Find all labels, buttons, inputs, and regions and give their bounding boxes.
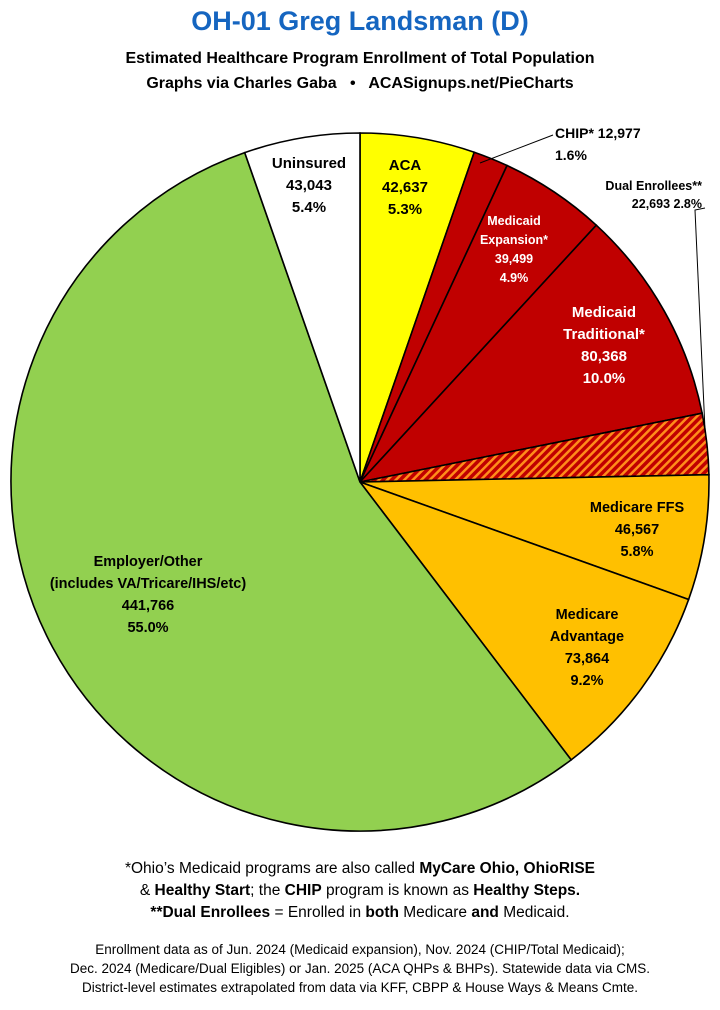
note-bold: and <box>471 904 499 921</box>
pie-chart: ACA 42,637 5.3% CHIP* 12,977 1.6% Medicaid Exp… <box>10 125 710 832</box>
note-bold: both <box>365 904 399 921</box>
note-bold: **Dual Enrollees <box>150 904 271 921</box>
label-line: Advantage <box>550 629 624 645</box>
label-line: 55.0% <box>127 620 168 636</box>
slice-employer-other <box>10 151 573 832</box>
footnote-dual-enrollees: **Dual Enrollees = Enrolled in both Medi… <box>0 902 720 924</box>
label-dual-enrollees: Dual Enrollees** 22,693 2.8% <box>605 179 702 211</box>
label-line: ACA <box>389 157 422 174</box>
label-line: Dual Enrollees** <box>605 179 702 193</box>
label-medicare-advantage: Medicare Advantage 73,864 9.2% <box>550 607 624 689</box>
label-line: 22,693 2.8% <box>632 197 702 211</box>
source-notes: Enrollment data as of Jun. 2024 (Medicai… <box>0 940 720 997</box>
note-text: = Enrolled in <box>270 904 366 921</box>
label-line: 46,567 <box>615 522 659 538</box>
note-text: program is known as <box>321 882 474 899</box>
label-line: 5.3% <box>388 201 422 218</box>
label-medicare-ffs: Medicare FFS 46,567 5.8% <box>590 500 685 560</box>
label-uninsured: Uninsured 43,043 5.4% <box>272 155 346 216</box>
note-text: ; the <box>250 882 285 899</box>
label-line: Medicaid <box>487 214 541 228</box>
label-line: Traditional* <box>563 326 645 343</box>
slice-medicare-ffs <box>359 473 710 601</box>
page-title: OH-01 Greg Landsman (D) <box>191 6 529 36</box>
label-line: 39,499 <box>495 252 533 266</box>
credit-line: Graphs via Charles Gaba • ACASignups.net… <box>146 75 574 92</box>
source-line: Enrollment data as of Jun. 2024 (Medicai… <box>95 942 625 957</box>
label-line: 43,043 <box>286 177 332 194</box>
label-line: 5.4% <box>292 199 326 216</box>
label-line: Medicare <box>556 607 619 623</box>
label-line: Medicare FFS <box>590 500 685 516</box>
note-bold: Healthy Start <box>154 882 251 899</box>
label-line: 42,637 <box>382 179 428 196</box>
label-line: CHIP* 12,977 <box>555 125 641 141</box>
label-line: 10.0% <box>583 370 626 387</box>
note-bold: MyCare Ohio, OhioRISE <box>419 860 596 877</box>
label-chip: CHIP* 12,977 1.6% <box>555 125 641 163</box>
note-text: Medicaid. <box>498 904 570 921</box>
label-aca: ACA 42,637 5.3% <box>382 157 428 218</box>
subtitle: Estimated Healthcare Program Enrollment … <box>125 50 595 67</box>
note-bold: Healthy Steps. <box>473 882 581 899</box>
footnote-medicaid-names: *Ohio’s Medicaid programs are also calle… <box>0 858 720 880</box>
label-line: Uninsured <box>272 155 346 172</box>
label-line: Employer/Other <box>94 554 203 570</box>
slice-uninsured <box>243 132 361 483</box>
source-line: District-level estimates extrapolated fr… <box>82 980 638 995</box>
slice-medicare-advantage <box>357 480 690 761</box>
source-line: Dec. 2024 (Medicare/Dual Eligibles) or J… <box>70 961 650 976</box>
label-medicaid-expansion: Medicaid Expansion* 39,499 4.9% <box>480 214 548 285</box>
label-line: 5.8% <box>620 544 653 560</box>
label-medicaid-traditional: Medicaid Traditional* 80,368 10.0% <box>563 304 645 387</box>
label-line: (includes VA/Tricare/IHS/etc) <box>50 576 247 592</box>
leader-line-chip <box>479 134 554 164</box>
label-line: 441,766 <box>122 598 174 614</box>
leader-line-dual-enrollees <box>694 207 706 431</box>
footnote-chip-names: & Healthy Start; the CHIP program is kno… <box>0 880 720 902</box>
label-line: 9.2% <box>570 673 603 689</box>
label-line: 73,864 <box>565 651 609 667</box>
note-text: *Ohio’s Medicaid programs are also calle… <box>124 860 420 877</box>
label-employer-other: Employer/Other (includes VA/Tricare/IHS/e… <box>50 554 247 636</box>
label-line: 80,368 <box>581 348 627 365</box>
label-line: 4.9% <box>500 271 529 285</box>
label-line: Expansion* <box>480 233 548 247</box>
note-text: & <box>139 882 155 899</box>
note-bold: CHIP <box>284 882 322 899</box>
slice-medicaid-traditional <box>357 224 704 484</box>
footnotes: *Ohio’s Medicaid programs are also calle… <box>0 858 720 924</box>
label-line: 1.6% <box>555 147 587 163</box>
label-line: Medicaid <box>572 304 636 321</box>
note-text: Medicare <box>398 904 472 921</box>
